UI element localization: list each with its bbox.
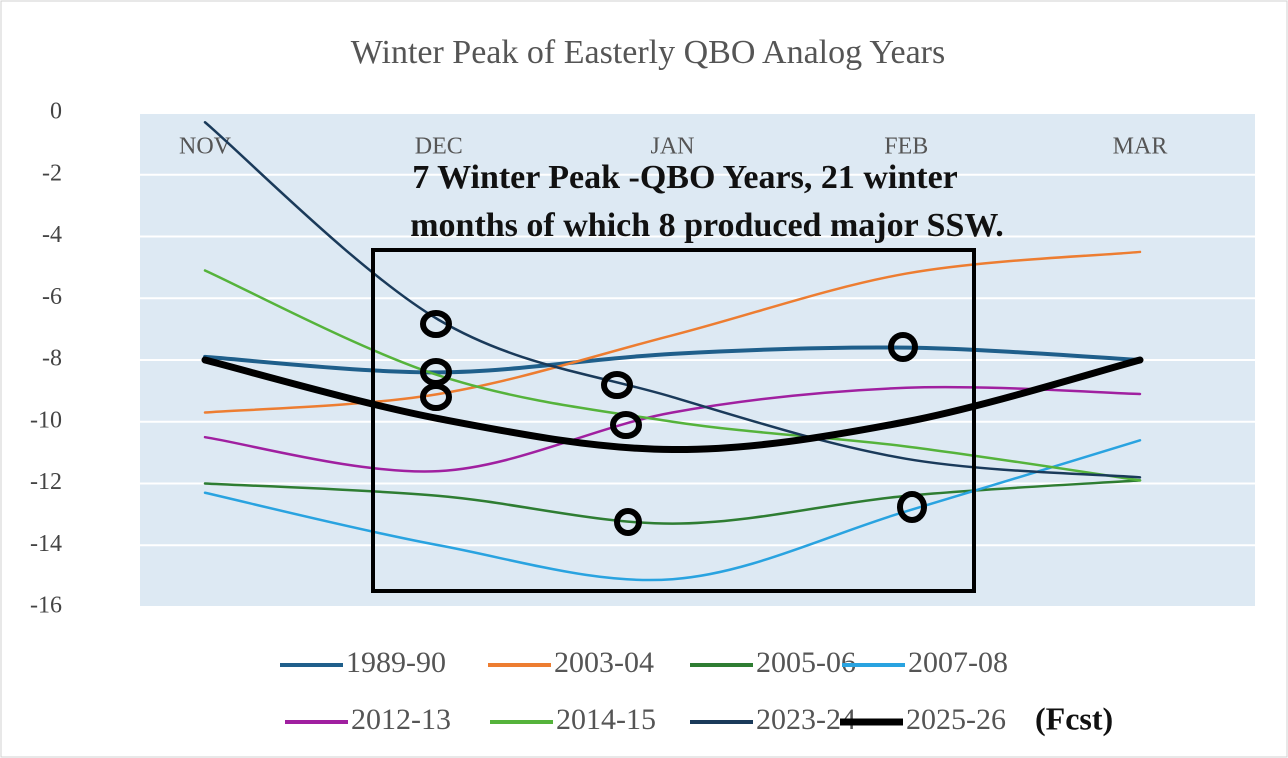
highlight-box bbox=[371, 248, 976, 593]
y-tick-label: -12 bbox=[30, 469, 62, 495]
lines bbox=[201, 121, 1144, 582]
legend-label: 2003-04 bbox=[554, 646, 654, 679]
series-line bbox=[203, 385, 1142, 473]
legend-label: 1989-90 bbox=[346, 646, 446, 679]
x-tick-label: JAN bbox=[650, 134, 694, 160]
legend-label: 2007-08 bbox=[908, 646, 1008, 679]
series-line bbox=[203, 439, 1142, 582]
y-tick-label: -2 bbox=[42, 160, 62, 186]
x-tick-label: MAR bbox=[1113, 134, 1168, 160]
y-tick-label: -16 bbox=[30, 593, 62, 619]
x-tick-label: FEB bbox=[884, 134, 928, 160]
legend-label: 2014-15 bbox=[556, 703, 656, 736]
ssw-marker bbox=[601, 371, 633, 399]
chart-title: Winter Peak of Easterly QBO Analog Years bbox=[351, 34, 945, 71]
ssw-markers bbox=[420, 310, 927, 536]
legend-label: 2005-06 bbox=[756, 646, 856, 679]
annotation: months of which 8 produced major SSW. bbox=[410, 207, 1004, 244]
series-line bbox=[201, 356, 1144, 454]
legend-label: 2023-24 bbox=[756, 703, 856, 736]
ssw-marker bbox=[610, 411, 642, 439]
legend-note: (Fcst) bbox=[1035, 700, 1113, 736]
y-tick-label: 0 bbox=[50, 99, 62, 125]
y-tick-label: -14 bbox=[30, 531, 62, 557]
series-line bbox=[203, 345, 1142, 375]
legend-label: 2012-13 bbox=[351, 703, 451, 736]
annotation: 7 Winter Peak -QBO Years, 21 winter bbox=[412, 159, 958, 196]
y-tick-label: -8 bbox=[42, 346, 62, 372]
ssw-marker bbox=[897, 491, 927, 523]
legend: 1989-90 2003-04 2005-06 2007-08 2012-13 2014-… bbox=[280, 646, 1113, 736]
legend-label: 2025-26 bbox=[906, 703, 1006, 736]
y-tick-label: -6 bbox=[42, 284, 62, 310]
series-line bbox=[203, 121, 1142, 479]
x-tick-label: DEC bbox=[415, 134, 463, 160]
series-line bbox=[203, 479, 1142, 525]
ssw-marker bbox=[420, 310, 452, 338]
y-tick-label: -4 bbox=[42, 222, 62, 248]
ssw-marker bbox=[420, 383, 452, 411]
ssw-marker bbox=[614, 508, 642, 536]
ssw-marker bbox=[888, 332, 918, 362]
y-tick-label: -10 bbox=[30, 407, 62, 433]
series-line bbox=[203, 269, 1142, 482]
